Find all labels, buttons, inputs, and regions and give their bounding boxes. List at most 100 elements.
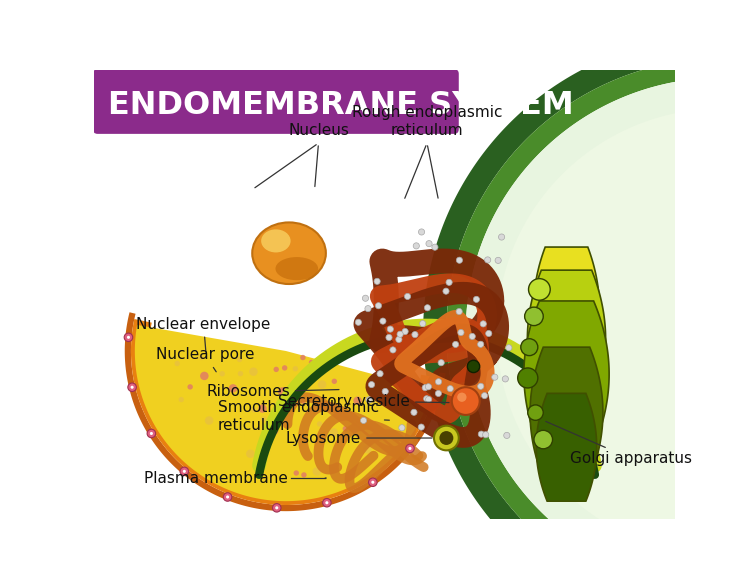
Text: Plasma membrane: Plasma membrane — [144, 470, 288, 486]
Circle shape — [205, 416, 213, 425]
Circle shape — [484, 257, 490, 263]
Circle shape — [391, 399, 400, 408]
Circle shape — [270, 426, 278, 435]
Circle shape — [302, 472, 307, 477]
Circle shape — [433, 403, 436, 406]
Circle shape — [492, 374, 498, 380]
Circle shape — [529, 279, 550, 300]
Circle shape — [425, 396, 432, 402]
Text: Rough endoplasmic
reticulum: Rough endoplasmic reticulum — [352, 106, 503, 138]
Ellipse shape — [261, 229, 290, 252]
Circle shape — [520, 339, 538, 356]
Text: Smooth endoplasmic
reticulum: Smooth endoplasmic reticulum — [217, 401, 389, 433]
Circle shape — [387, 326, 394, 332]
Circle shape — [309, 360, 314, 365]
Circle shape — [503, 376, 509, 382]
Polygon shape — [124, 312, 445, 511]
Circle shape — [458, 392, 466, 402]
Circle shape — [293, 470, 299, 476]
Circle shape — [343, 426, 348, 431]
Polygon shape — [536, 394, 597, 501]
Circle shape — [318, 380, 326, 389]
Polygon shape — [135, 325, 432, 501]
Circle shape — [251, 407, 257, 413]
Circle shape — [413, 243, 419, 249]
Circle shape — [452, 341, 459, 347]
Circle shape — [419, 321, 426, 326]
Circle shape — [458, 329, 464, 336]
Polygon shape — [446, 59, 699, 583]
Circle shape — [368, 478, 377, 486]
Polygon shape — [131, 319, 439, 505]
Circle shape — [200, 372, 208, 380]
Text: Ribosomes: Ribosomes — [206, 384, 339, 399]
Circle shape — [456, 308, 462, 315]
Circle shape — [482, 431, 489, 438]
Circle shape — [409, 447, 412, 450]
Circle shape — [460, 402, 466, 408]
Circle shape — [504, 433, 510, 438]
Circle shape — [246, 449, 254, 458]
Circle shape — [518, 368, 538, 388]
Circle shape — [127, 336, 130, 339]
Text: Nuclear envelope: Nuclear envelope — [136, 317, 271, 352]
Circle shape — [362, 295, 368, 301]
Circle shape — [406, 444, 414, 452]
Polygon shape — [423, 37, 698, 583]
Circle shape — [226, 496, 230, 498]
Circle shape — [482, 392, 488, 399]
Circle shape — [238, 371, 243, 377]
Circle shape — [130, 386, 134, 389]
Circle shape — [436, 379, 442, 385]
Circle shape — [478, 383, 484, 389]
Circle shape — [440, 431, 453, 445]
Circle shape — [375, 303, 382, 309]
Circle shape — [422, 385, 428, 391]
Circle shape — [534, 430, 553, 449]
Circle shape — [229, 384, 237, 392]
Circle shape — [426, 241, 432, 247]
Circle shape — [424, 396, 430, 402]
Circle shape — [150, 432, 153, 435]
Circle shape — [525, 307, 543, 325]
Circle shape — [480, 321, 486, 327]
Circle shape — [365, 305, 371, 312]
Circle shape — [249, 367, 258, 376]
Polygon shape — [533, 247, 599, 370]
Circle shape — [470, 333, 476, 339]
Circle shape — [443, 288, 449, 294]
Circle shape — [390, 347, 396, 353]
Circle shape — [305, 375, 314, 383]
Circle shape — [528, 405, 543, 420]
Circle shape — [313, 467, 321, 476]
Circle shape — [412, 332, 418, 338]
Circle shape — [397, 331, 404, 338]
Circle shape — [446, 279, 452, 286]
Circle shape — [322, 498, 332, 507]
Polygon shape — [527, 270, 606, 409]
Text: Secretory vesicle: Secretory vesicle — [278, 394, 449, 409]
Circle shape — [188, 384, 193, 389]
Polygon shape — [524, 301, 609, 447]
Ellipse shape — [252, 223, 326, 284]
Circle shape — [402, 328, 408, 335]
Circle shape — [425, 384, 431, 390]
Polygon shape — [466, 79, 699, 583]
Circle shape — [424, 305, 430, 311]
Circle shape — [353, 396, 362, 405]
Circle shape — [315, 370, 320, 375]
Circle shape — [506, 345, 512, 351]
Circle shape — [467, 360, 480, 373]
Circle shape — [366, 396, 372, 403]
Circle shape — [278, 387, 286, 396]
Circle shape — [237, 357, 242, 362]
Circle shape — [430, 401, 439, 409]
Circle shape — [198, 355, 204, 360]
Circle shape — [371, 481, 374, 484]
Circle shape — [124, 333, 133, 342]
Circle shape — [382, 388, 388, 395]
Circle shape — [300, 399, 306, 404]
Circle shape — [314, 403, 320, 409]
Circle shape — [261, 416, 266, 422]
Circle shape — [258, 404, 267, 413]
